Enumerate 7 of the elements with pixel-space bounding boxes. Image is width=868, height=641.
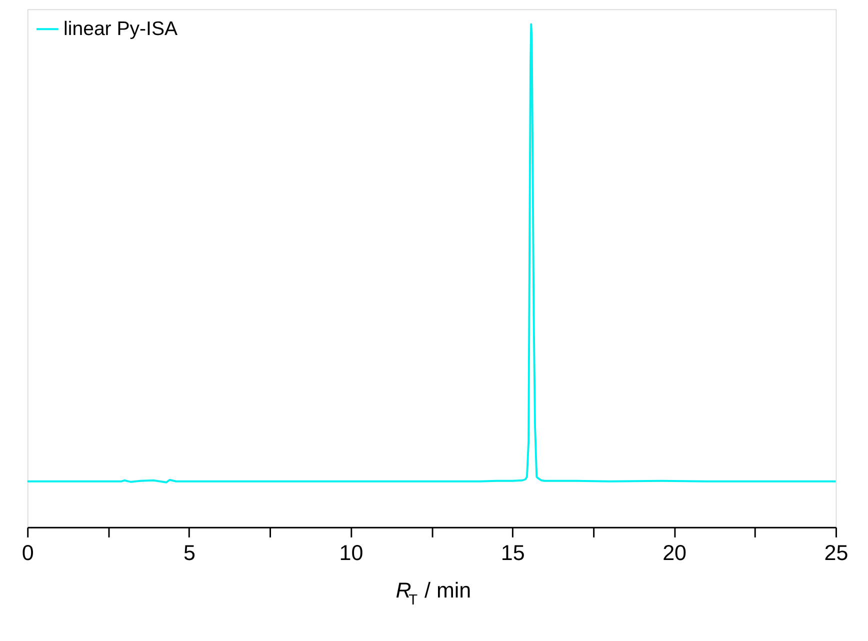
x-tick-label: 20 <box>662 540 687 565</box>
x-tick-label: 15 <box>500 540 525 565</box>
x-tick-label: 10 <box>339 540 364 565</box>
x-tick-label: 25 <box>824 540 848 565</box>
x-tick-label: 0 <box>22 540 34 565</box>
legend-label: linear Py-ISA <box>64 18 178 40</box>
x-tick-label: 5 <box>184 540 196 565</box>
